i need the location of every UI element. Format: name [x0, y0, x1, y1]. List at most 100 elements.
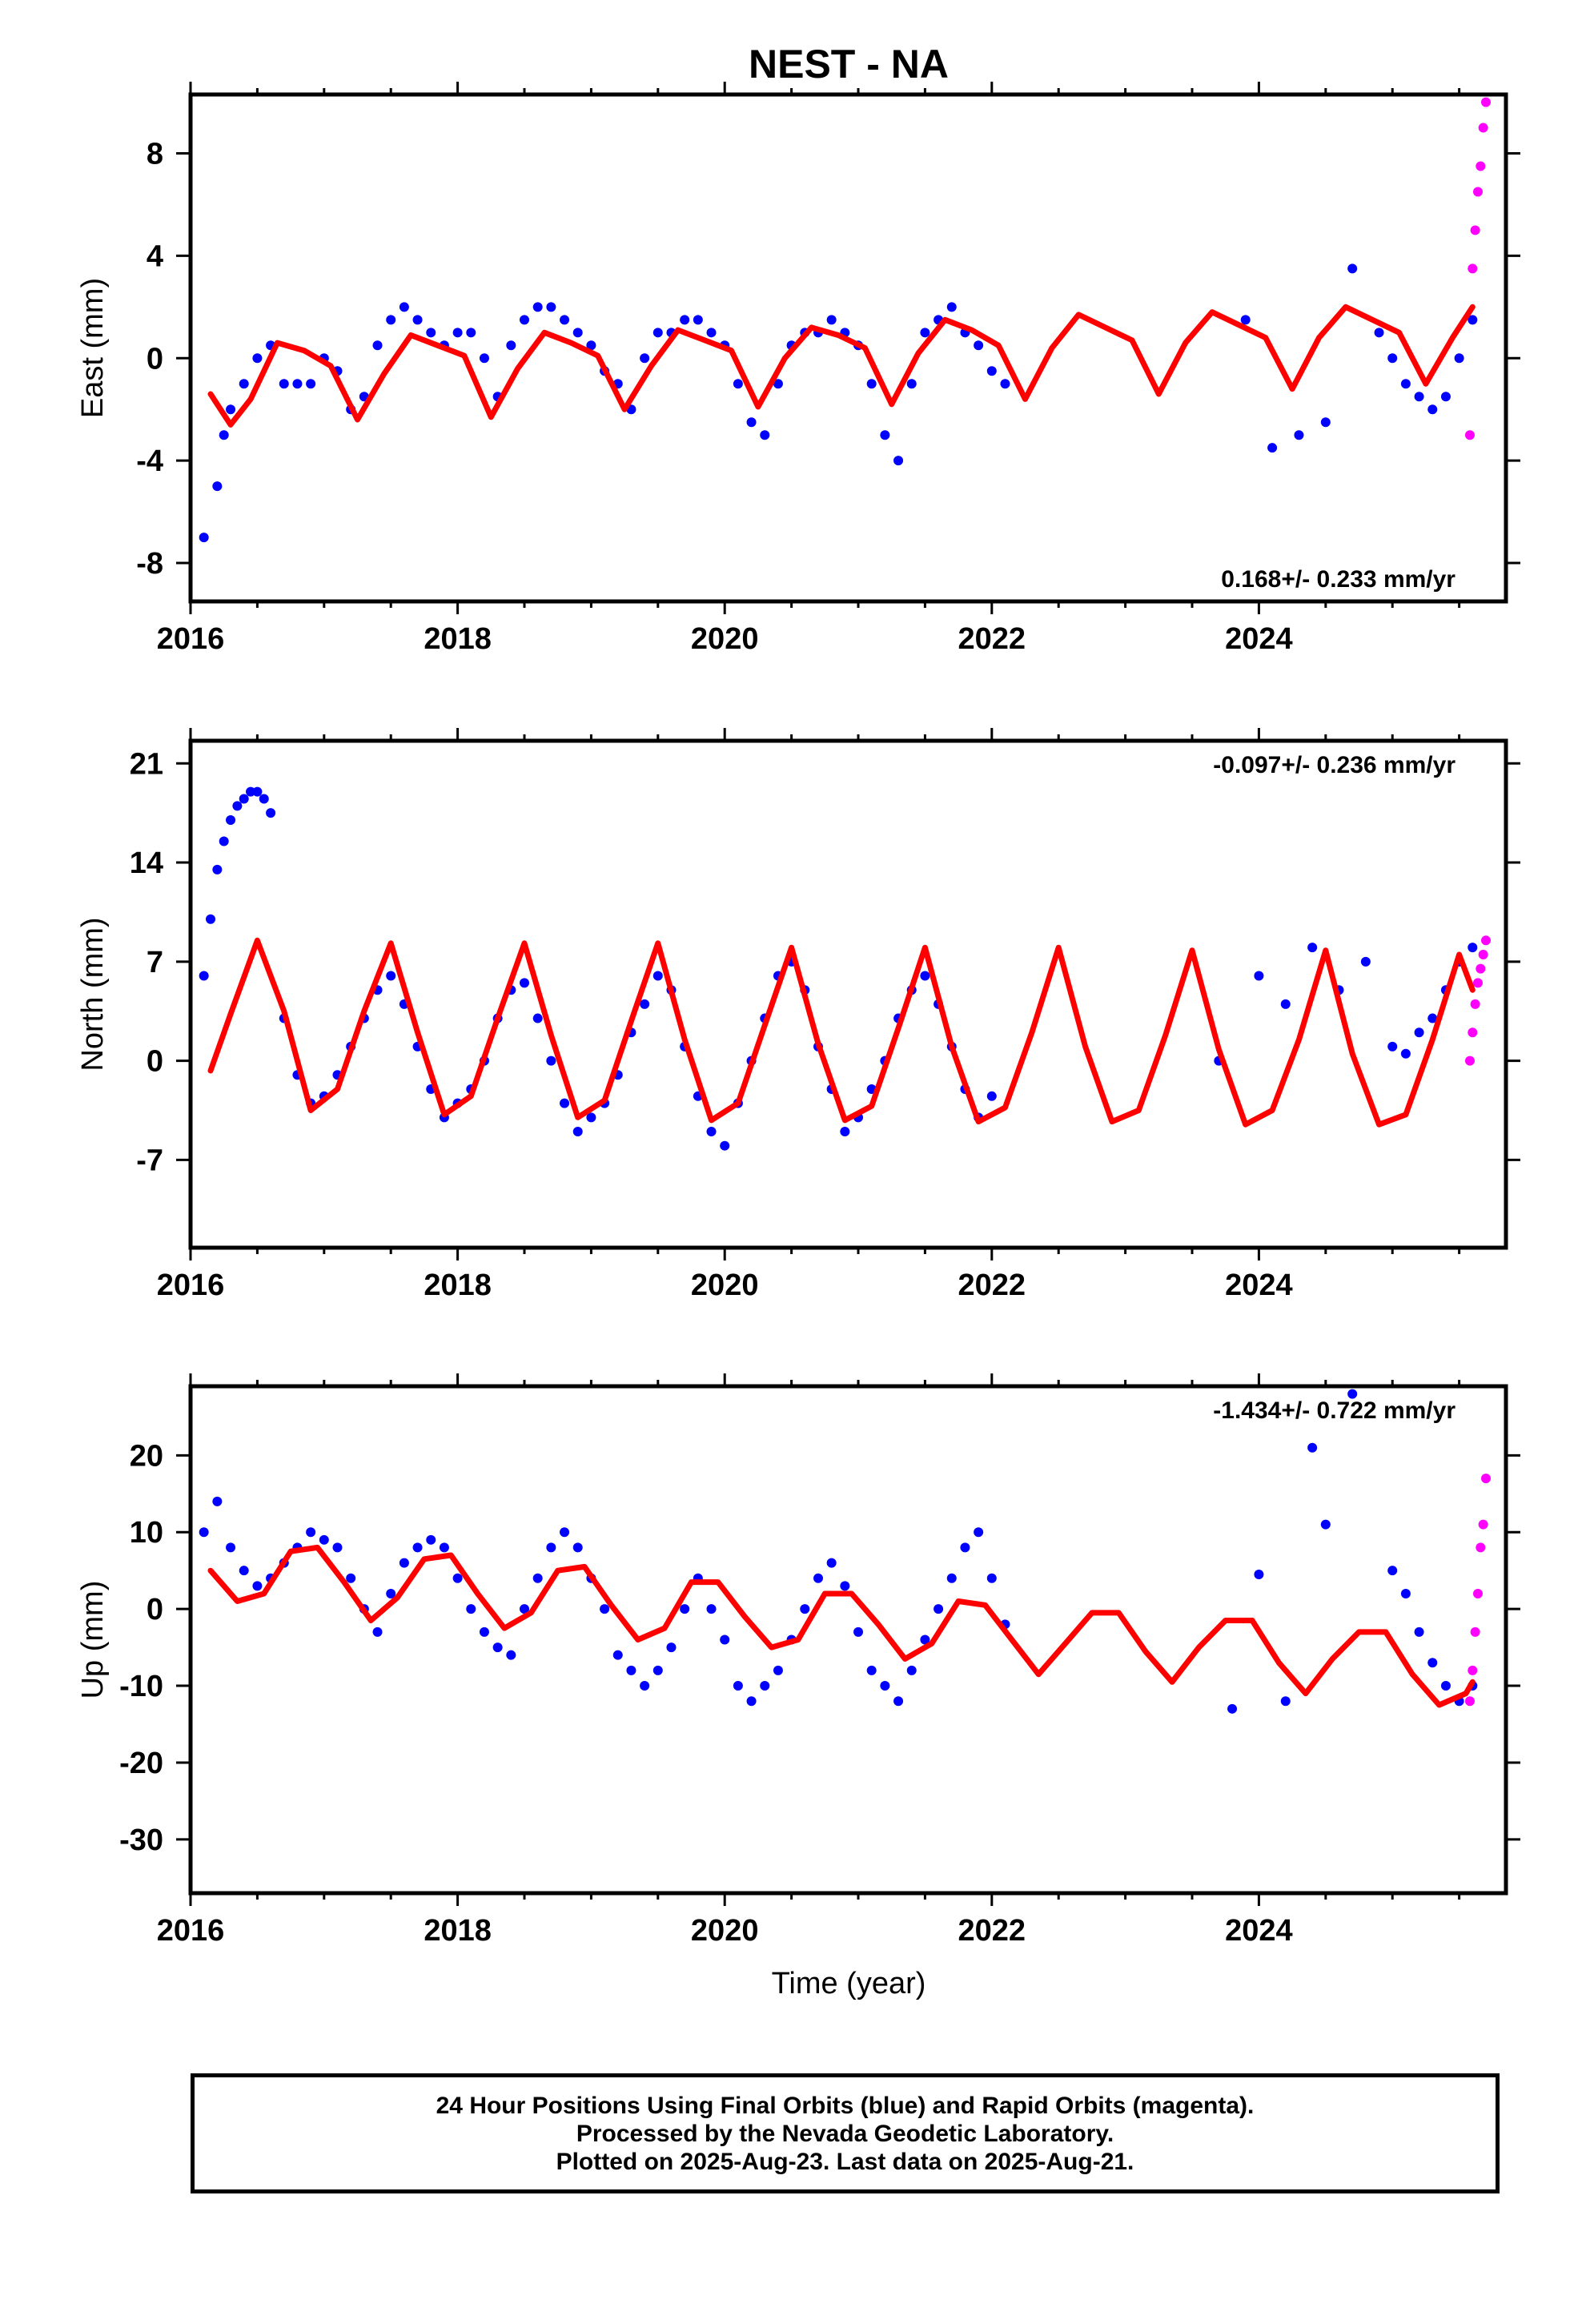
north-x-tick-label: 2016 [157, 1269, 225, 1302]
east-final-orbit-point [466, 328, 476, 338]
up-final-orbit-point [866, 1665, 877, 1675]
up-final-orbit-point [773, 1665, 783, 1675]
up-final-orbit-point [1387, 1566, 1398, 1576]
up-final-orbit-point [239, 1566, 249, 1576]
up-final-orbit-point [452, 1573, 463, 1583]
east-final-orbit-point [946, 302, 957, 312]
east-final-orbit-point [826, 315, 837, 325]
east-rapid-orbit-point [1472, 187, 1483, 197]
up-final-orbit-point [853, 1626, 864, 1637]
up-final-orbit-point [306, 1527, 316, 1538]
north-plot-area [199, 786, 1491, 1151]
east-final-orbit-point [1240, 315, 1251, 325]
east-final-orbit-point [1414, 392, 1424, 402]
north-panel: 2016 2018 2020 2022 2024 -7 0 7 14 21 North (mm) -0… [76, 728, 1520, 1302]
east-model-fit-line [207, 304, 1476, 428]
up-final-orbit-point [826, 1558, 837, 1568]
up-final-orbit-point [332, 1542, 343, 1553]
east-final-orbit-point [1374, 328, 1384, 338]
up-final-orbit-point [626, 1665, 636, 1675]
east-final-orbit-point [572, 328, 583, 338]
north-final-orbit-point [1254, 971, 1264, 981]
east-final-orbit-point [1400, 379, 1411, 389]
up-x-tick-label: 2022 [958, 1914, 1026, 1948]
east-final-orbit-point [520, 315, 530, 325]
up-final-orbit-point [319, 1534, 329, 1545]
east-final-orbit-point [1294, 430, 1304, 440]
panels: 2016 2018 2020 2022 2024 -8 -4 0 4 8 East (mm) 0.16… [76, 82, 1520, 1948]
east-final-orbit-point [279, 379, 289, 389]
east-final-orbit-point [1000, 379, 1010, 389]
north-final-orbit-point [1468, 943, 1478, 953]
east-final-orbit-point [652, 328, 663, 338]
north-y-tick-label: 0 [147, 1045, 163, 1079]
east-final-orbit-point [226, 404, 236, 415]
up-final-orbit-point [1254, 1569, 1264, 1579]
footer-line-1: 24 Hour Positions Using Final Orbits (bl… [436, 2093, 1255, 2119]
east-final-orbit-point [412, 315, 423, 325]
east-final-orbit-point [733, 379, 743, 389]
east-x-tick-label: 2018 [424, 622, 492, 656]
east-final-orbit-point [1468, 315, 1478, 325]
east-final-orbit-point [1320, 417, 1331, 428]
up-final-orbit-point [960, 1542, 970, 1553]
north-final-orbit-point [1387, 1041, 1398, 1051]
north-final-orbit-point [720, 1140, 730, 1151]
up-final-orbit-point [800, 1604, 810, 1614]
east-final-orbit-point [372, 340, 383, 351]
north-y-tick-label: 14 [130, 846, 163, 880]
up-final-orbit-point [986, 1573, 997, 1583]
north-final-orbit-point [706, 1127, 717, 1137]
north-final-orbit-point [206, 914, 216, 924]
north-final-orbit-point [1307, 943, 1318, 953]
north-final-orbit-point [560, 1098, 570, 1108]
up-final-orbit-point [1227, 1703, 1238, 1714]
up-final-orbit-point [652, 1665, 663, 1675]
north-final-orbit-point [986, 1091, 997, 1101]
up-final-orbit-point [399, 1558, 409, 1568]
up-plot-frame [188, 1384, 1508, 1896]
east-final-orbit-point [239, 379, 249, 389]
up-y-tick-label: -20 [119, 1747, 163, 1780]
up-final-orbit-point [840, 1581, 850, 1591]
north-final-orbit-point [1360, 956, 1371, 967]
east-final-orbit-point [866, 379, 877, 389]
north-rapid-orbit-point [1470, 999, 1480, 1009]
up-final-orbit-point [746, 1696, 757, 1707]
chart-title: NEST - NA [749, 42, 949, 86]
up-y-tick-label: -10 [119, 1670, 163, 1703]
north-x-tick-label: 2018 [424, 1269, 492, 1302]
east-final-orbit-point [986, 366, 997, 376]
up-x-tick-label: 2018 [424, 1914, 492, 1948]
north-final-orbit-point [386, 971, 396, 981]
up-final-orbit-point [479, 1626, 489, 1637]
up-x-tick-label: 2016 [157, 1914, 225, 1948]
east-final-orbit-point [386, 315, 396, 325]
up-final-orbit-point [572, 1542, 583, 1553]
east-final-orbit-point [893, 456, 904, 466]
north-final-orbit-point [572, 1127, 583, 1137]
north-final-orbit-point [226, 815, 236, 826]
up-final-orbit-point [1320, 1519, 1331, 1530]
north-final-orbit-point [239, 794, 249, 804]
up-x-tick-label: 2024 [1225, 1914, 1293, 1948]
up-velocity-label: -1.434+/- 0.722 mm/yr [1213, 1397, 1456, 1424]
east-rapid-orbit-point [1464, 430, 1475, 440]
north-final-orbit-point [520, 978, 530, 988]
east-final-orbit-point [1427, 404, 1438, 415]
up-rapid-orbit-point [1480, 1474, 1491, 1484]
east-final-orbit-point [680, 315, 690, 325]
north-rapid-orbit-point [1480, 935, 1491, 946]
east-rapid-orbit-point [1478, 123, 1488, 133]
north-final-orbit-point [1427, 1013, 1438, 1023]
up-final-orbit-point [920, 1634, 930, 1645]
north-final-orbit-point [252, 786, 263, 797]
east-final-orbit-point [292, 379, 303, 389]
north-y-tick-label: 7 [147, 946, 163, 979]
north-final-orbit-point [1414, 1027, 1424, 1038]
east-final-orbit-point [399, 302, 409, 312]
east-final-orbit-point [252, 353, 263, 364]
north-final-orbit-point [586, 1112, 596, 1123]
up-y-tick-label: 0 [147, 1593, 163, 1626]
